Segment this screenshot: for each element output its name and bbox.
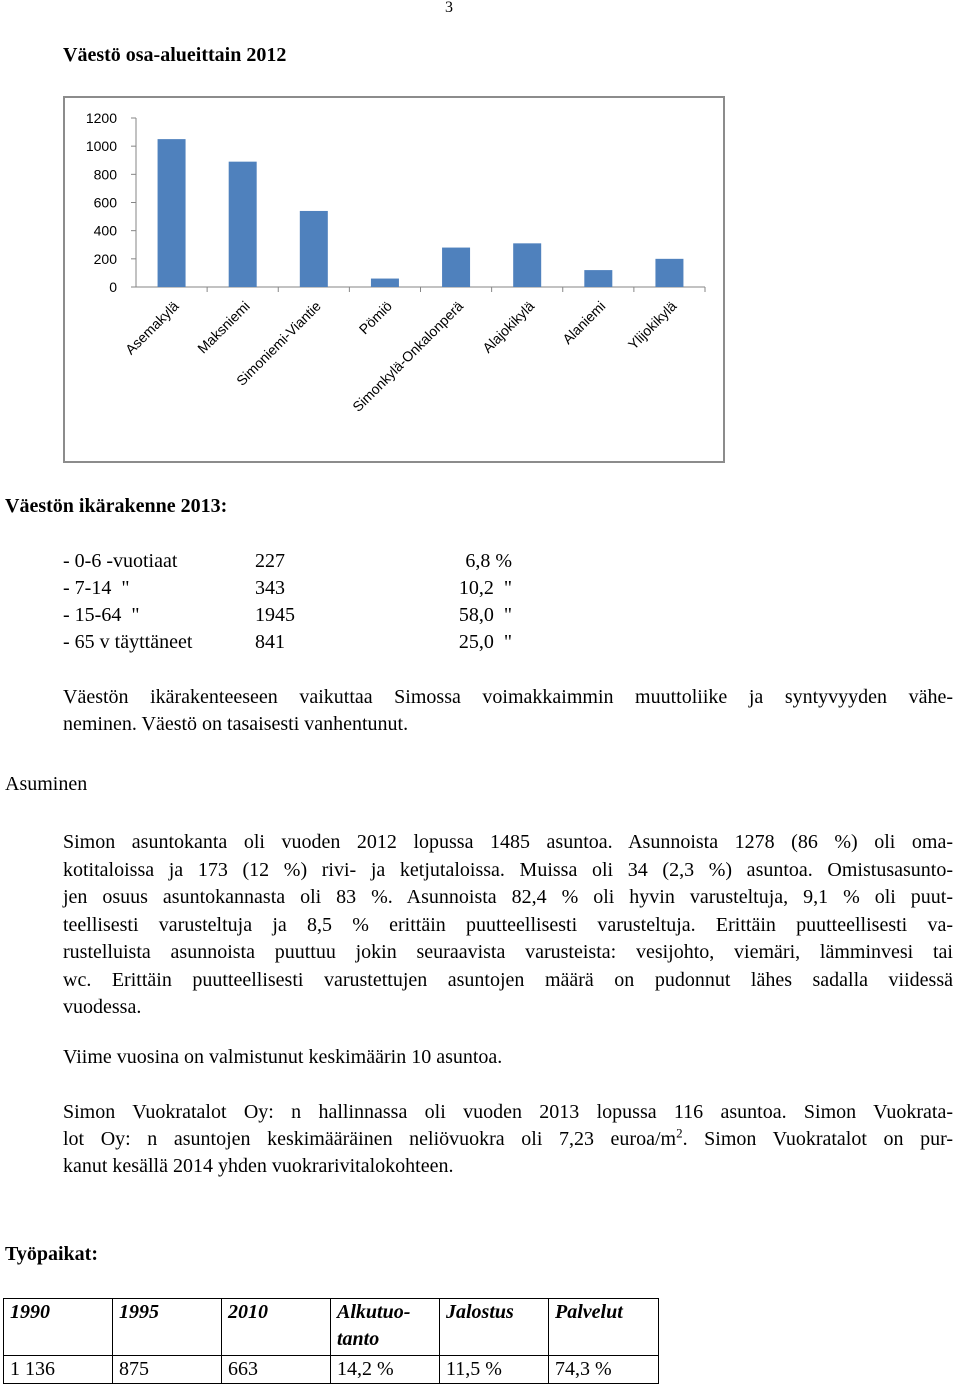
table-cell: 74,3 %: [548, 1355, 659, 1384]
bar: [228, 161, 257, 287]
text: lot Oy: n asuntojen keskimääräinen neliö…: [63, 1128, 677, 1150]
superscript: 2: [676, 1125, 683, 1141]
y-tick-label: 800: [94, 166, 118, 182]
table-cell: 10,2 ": [458, 577, 512, 599]
bar: [157, 139, 186, 287]
table-cell: 14,2 %: [330, 1355, 440, 1384]
table-cell: 11,5 %: [439, 1355, 549, 1384]
text-line: Väestön ikärakenteeseen vaikuttaa Simoss…: [63, 686, 953, 708]
bar: [655, 258, 684, 287]
table-cell: 227: [255, 550, 285, 572]
table-cell: 343: [255, 577, 285, 599]
jobs-table: 1990 1995 2010 Alkutuo-tanto Jalostus Palvelu…: [3, 1298, 659, 1384]
text-line: kotitaloissa ja 173 (12 %) rivi- ja ketj…: [63, 858, 953, 881]
header-cell: 2010: [221, 1298, 331, 1356]
y-tick-label: 200: [94, 251, 118, 267]
text-line: rustelluista asunnoista puuttuu jokin se…: [63, 941, 953, 963]
header-cell: 1990: [3, 1298, 113, 1356]
header-cell: Alkutuo-tanto: [330, 1298, 440, 1356]
y-tick-label: 1000: [86, 138, 117, 154]
y-tick-label: 600: [94, 195, 118, 211]
page-number: 3: [445, 0, 453, 16]
housing-heading: Asuminen: [5, 773, 88, 795]
text-line: vuodessa.: [63, 996, 142, 1018]
jobs-heading: Työpaikat:: [5, 1243, 98, 1265]
table-cell: - 65 v täyttäneet: [63, 631, 193, 653]
text-line: kanut kesällä 2014 yhden vuokrarivitalok…: [63, 1155, 454, 1177]
header-cell: Jalostus: [439, 1298, 549, 1356]
bar: [584, 270, 613, 287]
table-cell: 6,8 %: [465, 550, 512, 572]
text-line: lot Oy: n asuntojen keskimääräinen neliö…: [63, 1126, 953, 1153]
text-line: wc. Erittäin puutteellisesti varustettuj…: [63, 968, 953, 991]
y-tick-label: 1200: [86, 110, 117, 126]
age-heading: Väestön ikärakenne 2013:: [5, 495, 228, 517]
header-cell: Palvelut: [548, 1298, 659, 1356]
y-tick-label: 400: [94, 223, 118, 239]
header-cell: 1995: [112, 1298, 222, 1356]
table-cell: 875: [112, 1355, 222, 1384]
table-row: 1 136 875 663 14,2 % 11,5 % 74,3 %: [3, 1355, 659, 1384]
bar: [299, 210, 328, 287]
y-tick-label: 0: [109, 279, 117, 295]
bar: [370, 278, 399, 287]
table-cell: 663: [221, 1355, 331, 1384]
table-cell: 25,0 ": [458, 631, 512, 653]
table-cell: 1 136: [3, 1355, 113, 1384]
table-cell: 841: [255, 631, 285, 653]
bar: [513, 243, 542, 287]
text-line: Simon asuntokanta oli vuoden 2012 lopuss…: [63, 831, 953, 853]
text-line: teellisesti varusteltuja ja 8,5 % erittä…: [63, 913, 953, 936]
table-cell: - 7-14 ": [63, 577, 130, 599]
text-line: Simon Vuokratalot Oy: n hallinnassa oli …: [63, 1101, 953, 1123]
table-cell: 58,0 ": [458, 604, 512, 626]
text: . Simon Vuokratalot on pur-: [682, 1128, 953, 1150]
table-cell: 1945: [255, 604, 295, 626]
bar: [442, 247, 471, 287]
text-line: Viime vuosina on valmistunut keskimäärin…: [63, 1046, 503, 1068]
table-cell: - 0-6 -vuotiaat: [63, 550, 178, 572]
text-line: jen osuus asuntokannasta oli 83 %. Asunn…: [63, 886, 953, 908]
table-cell: - 15-64 ": [63, 604, 140, 626]
text-line: neminen. Väestö on tasaisesti vanhentunu…: [63, 713, 409, 735]
title: Väestö osa-alueittain 2012: [63, 44, 287, 66]
table-header: 1990 1995 2010 Alkutuo-tanto Jalostus Palvelu…: [3, 1298, 659, 1356]
